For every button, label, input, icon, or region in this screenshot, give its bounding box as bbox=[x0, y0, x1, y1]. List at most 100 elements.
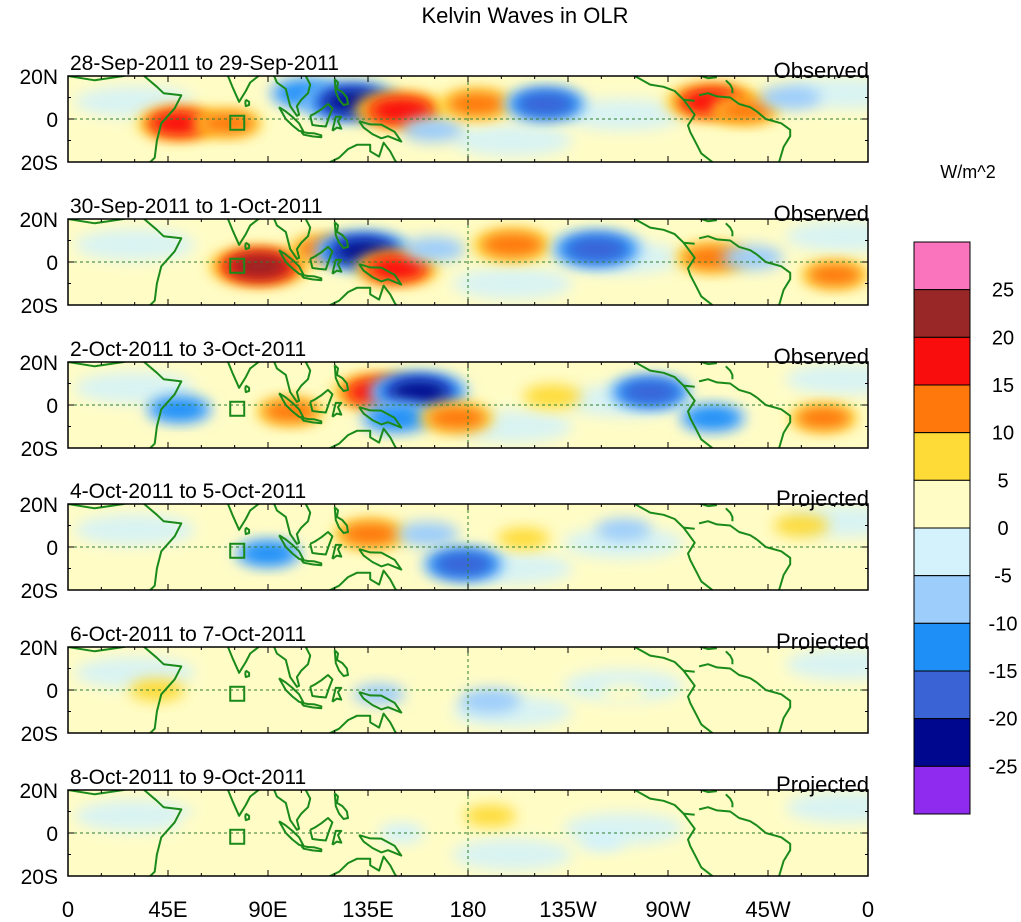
y-tick-label: 20N bbox=[19, 780, 58, 803]
anomaly-blob bbox=[608, 375, 693, 409]
anomaly-blob bbox=[419, 403, 495, 433]
anomaly-blob bbox=[397, 521, 459, 547]
coastline-segment bbox=[327, 712, 398, 733]
background-band bbox=[785, 363, 868, 396]
anomaly-blob bbox=[401, 117, 464, 143]
coastline-segment bbox=[698, 378, 758, 399]
coastline-segment bbox=[696, 219, 718, 223]
coastline-segment bbox=[333, 221, 349, 249]
coastline-segment bbox=[309, 103, 334, 128]
coastline-segment bbox=[698, 92, 758, 113]
colorbar-tick-label: 20 bbox=[992, 327, 1014, 349]
y-tick-label: 20N bbox=[19, 637, 58, 660]
coastline-segment bbox=[682, 813, 714, 876]
y-tick-label: 20S bbox=[21, 866, 58, 889]
colorbar-tick-label: 10 bbox=[992, 423, 1014, 445]
anomaly-field bbox=[74, 505, 868, 585]
y-tick-label: 20N bbox=[19, 66, 58, 89]
anomaly-contour bbox=[595, 518, 652, 542]
colorbar-swatch bbox=[913, 765, 971, 815]
anomaly-blob bbox=[354, 252, 439, 285]
anomaly-contour bbox=[150, 111, 208, 135]
panel-period-label: 6-Oct-2011 to 7-Oct-2011 bbox=[70, 623, 306, 646]
coastline-segment bbox=[309, 245, 334, 271]
colorbar-units-label: W/m^2 bbox=[940, 162, 995, 182]
panel-2: 20N 0 20S 30-Sep-2011 to 1-Oct-2011 Observed bbox=[19, 195, 869, 318]
panel-period-label: 28-Sep-2011 to 29-Sep-2011 bbox=[70, 52, 339, 75]
coastline-segment bbox=[358, 120, 403, 143]
anomaly-contour bbox=[200, 112, 256, 135]
panel-period-label: 4-Oct-2011 to 5-Oct-2011 bbox=[70, 480, 306, 503]
anomaly-blob bbox=[369, 373, 470, 412]
colorbar-swatch bbox=[913, 622, 971, 672]
region-box bbox=[229, 400, 246, 417]
anomaly-contour bbox=[176, 814, 226, 835]
anomaly-blob bbox=[550, 231, 644, 267]
panel-4: 20N 0 20S 4-Oct-2011 to 5-Oct-2011 Projected bbox=[19, 480, 869, 603]
coastline-segment bbox=[333, 506, 349, 534]
anomaly-blob bbox=[523, 384, 582, 409]
colorbar-tick-label: 0 bbox=[997, 518, 1008, 540]
coastline-segment bbox=[273, 76, 312, 117]
coastline-segment bbox=[273, 219, 312, 260]
panel-group: 20N 0 20S 28-Sep-2011 to 29-Sep-2011 Observe… bbox=[19, 52, 869, 889]
anomaly-blob bbox=[503, 87, 588, 121]
coastline-segment bbox=[327, 284, 398, 305]
anomaly-contour bbox=[401, 117, 464, 143]
anomaly-contour bbox=[759, 85, 822, 110]
coastline-segment bbox=[725, 650, 734, 665]
y-tick-label: 0 bbox=[46, 823, 58, 846]
anomaly-field bbox=[74, 791, 868, 871]
anomaly-contour bbox=[464, 805, 517, 827]
coastline-segment bbox=[244, 384, 251, 394]
background-band bbox=[785, 791, 868, 824]
y-tick-label: 20S bbox=[21, 152, 58, 175]
chart-title: Kelvin Waves in OLR bbox=[421, 3, 628, 28]
coastline-segment bbox=[226, 790, 261, 817]
anomaly-contour bbox=[481, 232, 544, 258]
coastline-segment bbox=[309, 388, 334, 414]
panel-kind-label: Projected bbox=[776, 629, 869, 654]
panel-5: 20N 0 20S 6-Oct-2011 to 7-Oct-2011 Projected bbox=[19, 623, 869, 746]
anomaly-contour bbox=[566, 236, 628, 262]
anomaly-blob bbox=[773, 514, 829, 537]
anomaly-contour bbox=[447, 91, 507, 116]
anomaly-contour bbox=[403, 236, 466, 262]
anomaly-contour bbox=[427, 405, 487, 430]
anomaly-blob bbox=[789, 404, 858, 432]
colorbar-tick-label: 5 bbox=[997, 470, 1008, 492]
colorbar-swatch bbox=[913, 718, 971, 767]
anomaly-contour bbox=[523, 384, 582, 409]
y-tick-label: 20N bbox=[19, 209, 58, 232]
coastline-segment bbox=[358, 263, 403, 286]
y-tick-label: 20N bbox=[19, 494, 58, 517]
coastline-segment bbox=[226, 647, 261, 674]
y-tick-label: 0 bbox=[46, 537, 58, 560]
anomaly-blob bbox=[578, 831, 625, 852]
y-tick-label: 0 bbox=[46, 395, 58, 418]
anomaly-contour bbox=[600, 684, 647, 704]
anomaly-contour bbox=[621, 380, 679, 404]
y-tick-label: 20S bbox=[21, 295, 58, 318]
panel-kind-label: Projected bbox=[776, 772, 869, 797]
coastline-segment bbox=[725, 222, 734, 237]
coastline-segment bbox=[358, 834, 403, 857]
coastline-segment bbox=[698, 520, 758, 541]
anomaly-blob bbox=[378, 823, 425, 843]
coastline-segment bbox=[300, 701, 323, 710]
anomaly-contour bbox=[795, 406, 852, 430]
anomaly-blob bbox=[145, 395, 214, 423]
coastline-segment bbox=[695, 647, 718, 651]
panel-period-label: 30-Sep-2011 to 1-Oct-2011 bbox=[70, 195, 323, 218]
background-band bbox=[785, 648, 868, 681]
colorbar-swatch bbox=[913, 527, 971, 577]
colorbar-tick-label: -20 bbox=[989, 709, 1018, 731]
panel-kind-label: Observed bbox=[774, 201, 869, 226]
background-band bbox=[74, 228, 195, 261]
colorbar-swatch bbox=[913, 432, 971, 481]
y-tick-label: 20S bbox=[21, 723, 58, 746]
anomaly-blob bbox=[497, 527, 550, 550]
anomaly-blob bbox=[759, 85, 822, 110]
coastline-segment bbox=[226, 76, 261, 103]
background-band bbox=[452, 838, 573, 871]
